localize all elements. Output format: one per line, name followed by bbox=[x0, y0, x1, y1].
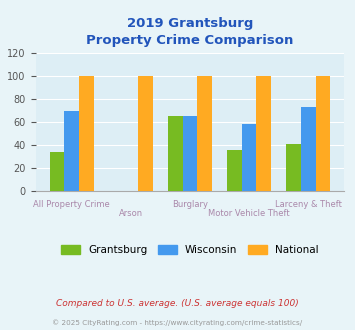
Bar bbox=[316, 76, 330, 191]
Text: All Property Crime: All Property Crime bbox=[33, 200, 110, 209]
Bar bbox=[138, 76, 153, 191]
Text: Arson: Arson bbox=[119, 210, 143, 218]
Legend: Grantsburg, Wisconsin, National: Grantsburg, Wisconsin, National bbox=[57, 241, 323, 259]
Bar bbox=[227, 150, 242, 191]
Title: 2019 Grantsburg
Property Crime Comparison: 2019 Grantsburg Property Crime Compariso… bbox=[86, 17, 294, 48]
Bar bbox=[168, 116, 182, 191]
Text: Burglary: Burglary bbox=[172, 200, 208, 209]
Bar bbox=[182, 116, 197, 191]
Bar bbox=[301, 107, 316, 191]
Bar bbox=[242, 124, 256, 191]
Bar bbox=[79, 76, 94, 191]
Text: © 2025 CityRating.com - https://www.cityrating.com/crime-statistics/: © 2025 CityRating.com - https://www.city… bbox=[53, 319, 302, 326]
Text: Motor Vehicle Theft: Motor Vehicle Theft bbox=[208, 210, 290, 218]
Bar bbox=[197, 76, 212, 191]
Bar bbox=[286, 144, 301, 191]
Bar bbox=[50, 152, 64, 191]
Text: Compared to U.S. average. (U.S. average equals 100): Compared to U.S. average. (U.S. average … bbox=[56, 299, 299, 308]
Bar bbox=[64, 111, 79, 191]
Text: Larceny & Theft: Larceny & Theft bbox=[275, 200, 342, 209]
Bar bbox=[256, 76, 271, 191]
